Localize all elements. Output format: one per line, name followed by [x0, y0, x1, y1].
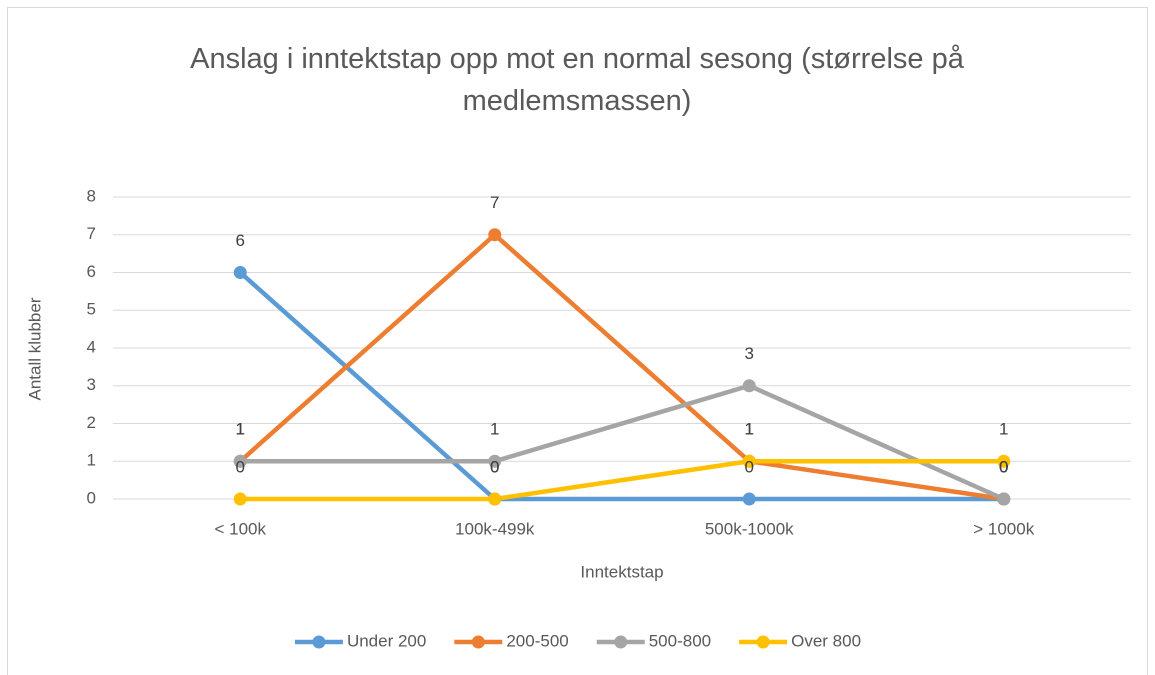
y-tick-label: 2 [87, 413, 96, 432]
data-point [488, 492, 502, 506]
data-label: 7 [490, 193, 499, 212]
chart-title: Anslag i inntektstap opp mot en normal s… [190, 43, 964, 117]
legend-marker [471, 635, 485, 649]
legend-marker [756, 635, 770, 649]
x-tick-label: 100k-499k [455, 519, 535, 538]
legend-label: Over 800 [791, 631, 861, 650]
data-label: 1 [236, 420, 245, 439]
data-label: 0 [236, 457, 245, 476]
y-tick-label: 4 [87, 337, 96, 356]
data-point [997, 492, 1011, 506]
y-tick-label: 5 [87, 300, 96, 319]
data-label: 1 [745, 420, 754, 439]
data-label: 0 [745, 457, 754, 476]
data-point [997, 454, 1011, 468]
data-label: 6 [236, 231, 245, 250]
y-tick-label: 0 [87, 488, 96, 507]
x-tick-label: 500k-1000k [705, 519, 794, 538]
y-tick-label: 8 [87, 186, 96, 205]
legend: Under 200 200-500 500-800 Over 800 [294, 631, 861, 650]
legend-label: 200-500 [506, 631, 568, 650]
data-point [233, 454, 247, 468]
data-point [742, 379, 756, 393]
legend-marker [312, 635, 326, 649]
legend-marker [614, 635, 628, 649]
legend-label: 500-800 [649, 631, 711, 650]
data-label: 1 [999, 420, 1008, 439]
y-tick-label: 6 [87, 262, 96, 281]
y-tick-label: 1 [87, 451, 96, 470]
data-label: 3 [745, 344, 754, 363]
data-label: 0 [490, 457, 499, 476]
y-tick-label: 3 [87, 375, 96, 394]
series-line [238, 270, 1004, 502]
data-label: 0 [999, 457, 1008, 476]
data-label: 0 [490, 457, 499, 476]
data-label: 0 [999, 457, 1008, 476]
x-axis-label: Inntektstap [580, 562, 663, 581]
data-label: 1 [745, 420, 754, 439]
y-axis-label: Antall klubber [25, 297, 44, 400]
legend-label: Under 200 [347, 631, 426, 650]
data-label: 1 [236, 420, 245, 439]
data-label: 0 [999, 457, 1008, 476]
data-point [233, 266, 247, 279]
y-tick-label: 7 [87, 224, 96, 243]
series-line [240, 459, 1004, 502]
chart-border [7, 7, 1148, 675]
data-point [488, 454, 502, 468]
data-label: 1 [490, 420, 499, 439]
data-point [488, 228, 502, 242]
data-point [742, 492, 756, 506]
series-line [238, 232, 1005, 502]
data-point [742, 454, 756, 468]
x-tick-label: < 100k [214, 519, 266, 538]
data-point [233, 492, 247, 506]
series-line [240, 383, 1005, 502]
x-tick-label: > 1000k [973, 519, 1034, 538]
